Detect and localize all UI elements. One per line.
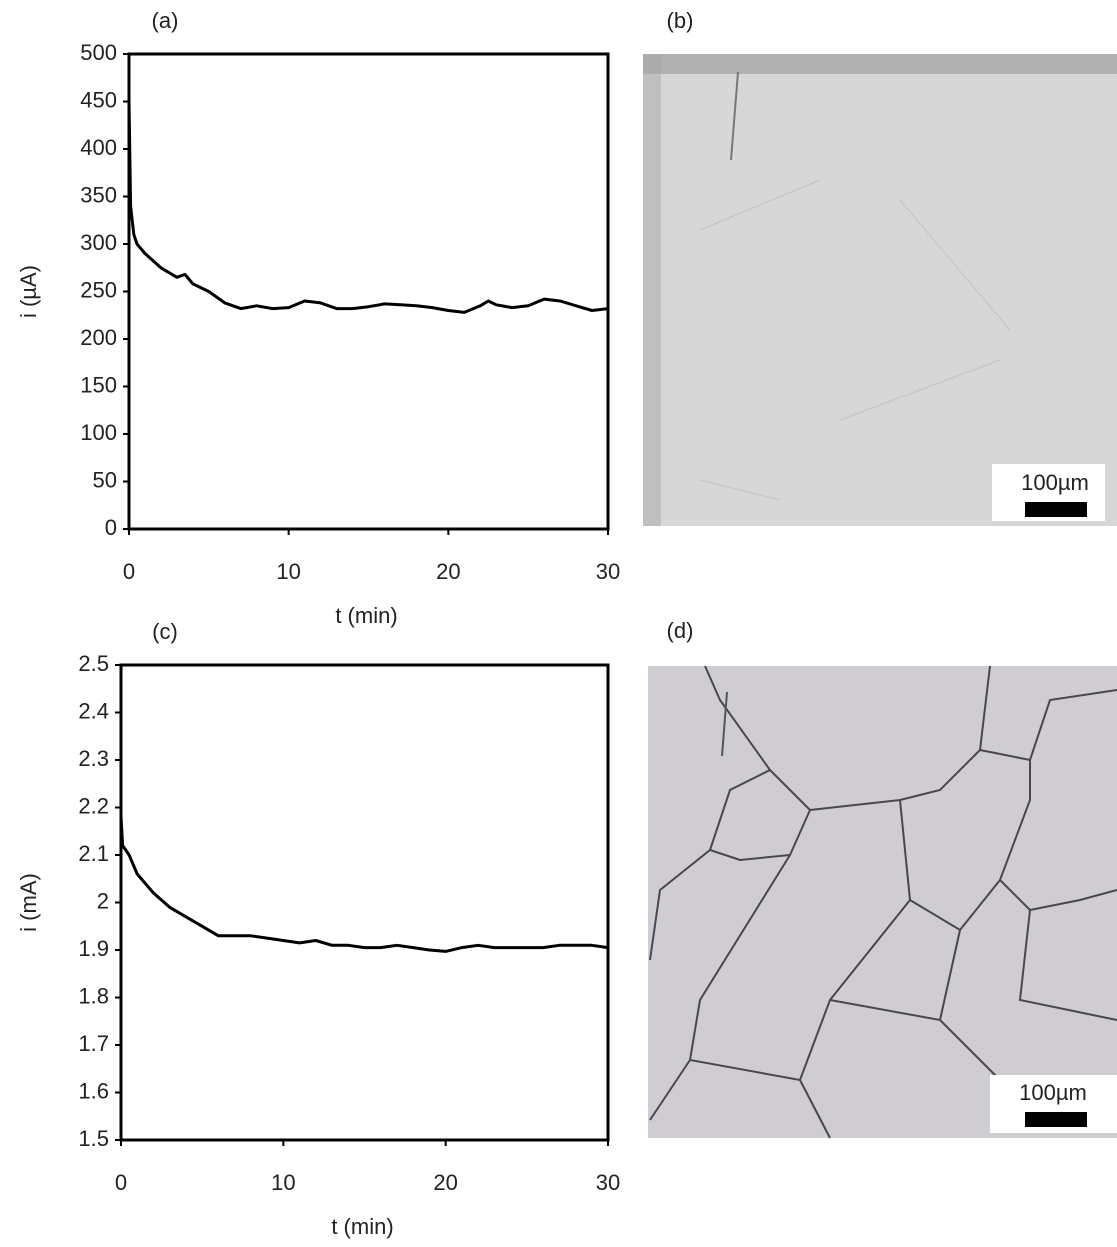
plot-frame — [127, 52, 610, 531]
y-tick-label: 1.7 — [78, 1031, 109, 1056]
data-line — [127, 101, 609, 314]
y-tick-label: 1.8 — [78, 983, 109, 1008]
x-tick-label: 10 — [271, 1170, 295, 1195]
y-tick-label: 0 — [105, 515, 117, 540]
y-tick-label: 450 — [80, 87, 117, 112]
y-tick-label: 1.6 — [78, 1078, 109, 1103]
x-axis-label: t (min) — [335, 603, 397, 628]
y-tick-label: 100 — [80, 420, 117, 445]
y-tick-label: 2.4 — [78, 698, 109, 723]
x-tick-label: 20 — [436, 559, 460, 584]
x-tick-label: 10 — [276, 559, 300, 584]
y-tick-label: 2 — [97, 888, 109, 913]
panel-label: (d) — [667, 618, 694, 643]
x-tick-label: 0 — [115, 1170, 127, 1195]
y-tick-label: 2.1 — [78, 841, 109, 866]
y-tick-label: 200 — [80, 325, 117, 350]
x-tick-label: 30 — [596, 1170, 620, 1195]
x-tick-label: 0 — [123, 559, 135, 584]
y-tick-label: 2.2 — [78, 793, 109, 818]
data-line — [119, 816, 609, 953]
panel-label: (a) — [152, 8, 179, 33]
y-axis-label: i (mA) — [16, 873, 41, 932]
y-tick-label: 250 — [80, 277, 117, 302]
panel-label: (b) — [667, 8, 694, 33]
y-tick-label: 50 — [93, 467, 117, 492]
x-axis-label: t (min) — [331, 1214, 393, 1239]
scale-bar-label: 100µm — [1019, 1080, 1087, 1105]
y-tick-label: 350 — [80, 182, 117, 207]
x-tick-label: 20 — [433, 1170, 457, 1195]
plot-frame — [119, 663, 610, 1142]
y-tick-label: 2.5 — [78, 651, 109, 676]
y-tick-label: 150 — [80, 372, 117, 397]
y-tick-label: 1.5 — [78, 1126, 109, 1151]
y-tick-label: 2.3 — [78, 746, 109, 771]
micrograph-b — [643, 54, 1117, 526]
y-tick-label: 300 — [80, 230, 117, 255]
x-tick-label: 30 — [596, 559, 620, 584]
y-axis-label: i (µA) — [16, 265, 41, 318]
y-tick-label: 1.9 — [78, 936, 109, 961]
y-tick-label: 500 — [80, 40, 117, 65]
micrograph-d — [648, 665, 1117, 1139]
scale-bar-label: 100µm — [1021, 470, 1089, 495]
y-tick-label: 400 — [80, 135, 117, 160]
panel-label: (c) — [152, 619, 178, 644]
